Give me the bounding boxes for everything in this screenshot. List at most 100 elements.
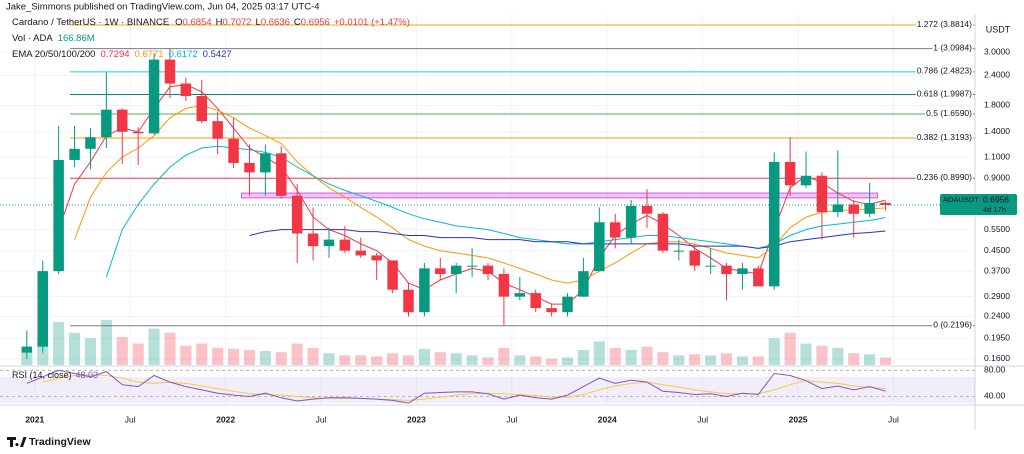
volume-bar: [275, 352, 287, 365]
ema-line: [249, 229, 886, 249]
rsi-tick-label: 80.00: [984, 365, 1006, 375]
volume-bar: [100, 320, 112, 365]
volume-bar: [164, 332, 176, 365]
volume-bar: [323, 353, 335, 365]
y-tick-label: 1.4000: [984, 126, 1010, 136]
x-tick-label: Jul: [125, 414, 136, 424]
last-price-countdown: 4d 17h: [983, 205, 1006, 214]
candle-body: [482, 265, 494, 275]
fib-label: 0.5 (1.6590): [926, 108, 972, 118]
volume-bar: [418, 348, 430, 365]
volume-bar: [514, 355, 526, 365]
fib-label: 0.236 (0.8990): [917, 172, 972, 182]
candle-body: [21, 346, 33, 353]
candle-body: [721, 265, 732, 275]
last-price-symbol: ADAUSDT: [943, 195, 979, 204]
rsi-value: 48.03: [76, 370, 99, 380]
volume-bar: [593, 341, 605, 365]
candle-body: [466, 265, 478, 267]
legend-volume-line: Vol · ADA 166.86M: [12, 33, 95, 44]
volume-bar: [720, 353, 733, 365]
volume-bar: [482, 357, 494, 365]
volume-bar: [53, 322, 65, 365]
volume-bar: [879, 357, 892, 365]
candle-body: [784, 161, 796, 186]
y-tick-label: 0.2400: [984, 311, 1010, 321]
candle-body: [228, 138, 239, 163]
candle-body: [848, 204, 859, 214]
x-tick-label: 2022: [216, 414, 235, 424]
rsi-line: [26, 369, 886, 404]
candle-body: [578, 271, 589, 297]
candle-body: [323, 239, 335, 247]
volume-bar: [291, 343, 303, 365]
volume-bar: [816, 345, 828, 365]
volume-bar: [212, 347, 224, 365]
y-tick-label: 3.0000: [984, 46, 1010, 56]
volume-bar: [657, 352, 669, 365]
volume-bar: [705, 355, 717, 365]
candle-body: [594, 222, 605, 272]
ohlc-value: 0.6854: [183, 17, 212, 28]
x-tick-label: 2025: [789, 414, 808, 424]
candle-body: [498, 274, 510, 297]
candle-body: [514, 293, 526, 297]
y-tick-label: 0.1950: [984, 332, 1010, 342]
x-tick-label: 2024: [598, 414, 617, 424]
ohlc-key: H: [216, 17, 223, 28]
volume-bar: [243, 350, 256, 365]
y-tick-label: 1.8000: [984, 100, 1010, 110]
volume-bar: [784, 332, 796, 365]
ohlc-value: 0.6956: [301, 17, 330, 28]
volume-bar: [800, 343, 812, 365]
candle-body: [800, 175, 812, 186]
volume-bar: [196, 343, 208, 365]
y-tick-label: 2.4000: [984, 70, 1010, 80]
volume-bar: [450, 353, 462, 365]
volume-bar: [752, 356, 764, 365]
volume-bar: [864, 354, 876, 365]
candle-body: [530, 293, 541, 309]
currency: USDT: [986, 24, 1011, 34]
volume-bar: [371, 356, 383, 365]
x-tick-label: Jul: [888, 414, 899, 424]
volume-bar: [546, 358, 558, 365]
y-tick-label: 1.1000: [984, 151, 1010, 161]
volume-bar: [339, 355, 351, 365]
candle-body: [85, 137, 96, 149]
candle-body: [339, 239, 351, 251]
candle-body: [816, 175, 828, 213]
candle-body: [291, 195, 303, 234]
volume-bar: [736, 356, 748, 365]
candle-body: [737, 268, 748, 275]
volume-bar: [689, 354, 701, 365]
volume-bar: [530, 356, 542, 365]
candle-body: [132, 131, 144, 134]
y-tick-label: 0.5500: [984, 224, 1010, 234]
candle-body: [768, 161, 780, 287]
candle-body: [371, 255, 382, 261]
volume-bar: [577, 350, 589, 365]
candle-body: [117, 109, 128, 132]
volume-bar: [625, 350, 637, 365]
volume-bar: [466, 355, 478, 365]
fib-label: 0 (0.2196): [933, 320, 972, 330]
footer-logo: TradingView: [7, 436, 91, 448]
rsi-legend: RSI (14, close) 48.03: [12, 370, 98, 380]
legend-change: +0.0101 (+1.47%): [334, 17, 410, 28]
volume-bar: [228, 348, 240, 365]
fib-label: 1.272 (3.8814): [917, 19, 972, 29]
candle-body: [403, 289, 414, 313]
volume-bar: [832, 347, 844, 365]
candle-body: [673, 250, 685, 252]
support-zone: [241, 192, 879, 199]
ohlc-key: O: [175, 17, 182, 28]
candle-body: [37, 271, 49, 347]
candle-body: [260, 153, 271, 173]
volume-bar: [259, 351, 271, 365]
candle-body: [196, 96, 208, 122]
volume-bar: [848, 353, 860, 365]
volume-bar: [673, 355, 685, 365]
x-tick-label: Jul: [316, 414, 327, 424]
ema-line: [74, 104, 886, 284]
